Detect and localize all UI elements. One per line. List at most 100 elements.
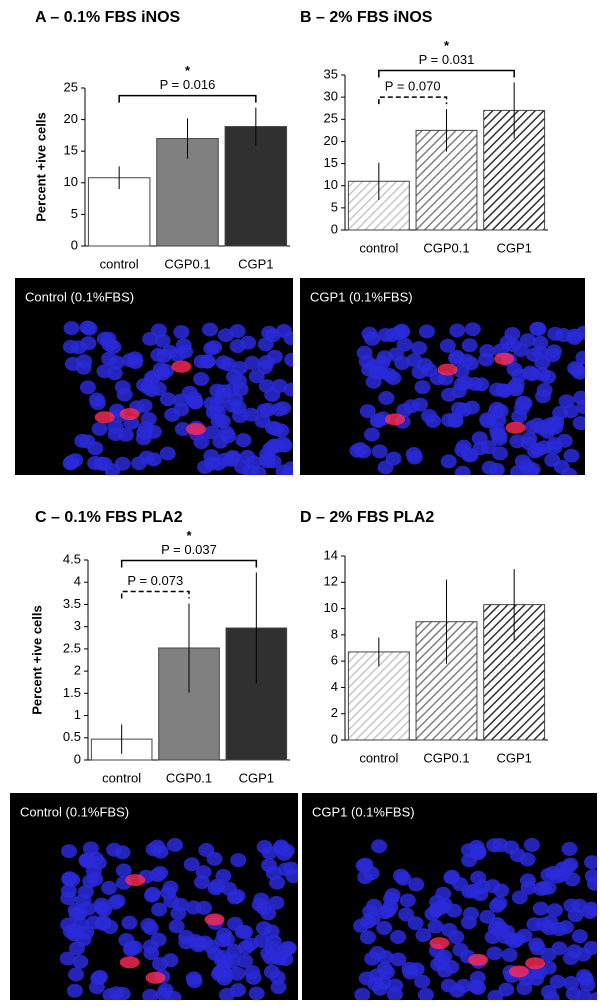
nucleus — [283, 382, 293, 397]
nucleus — [159, 446, 176, 461]
significance-bracket — [378, 69, 515, 78]
y-tick-label: 20 — [324, 133, 338, 148]
nucleus — [210, 413, 227, 428]
nucleus — [62, 339, 79, 354]
nucleus — [59, 951, 76, 966]
y-tick-label: 8 — [331, 626, 338, 641]
stain — [437, 363, 458, 376]
nucleus — [193, 354, 210, 369]
nucleus — [237, 940, 254, 955]
nucleus — [114, 456, 131, 471]
nucleus — [150, 347, 167, 362]
y-tick-label: 0 — [71, 237, 78, 252]
nucleus — [61, 844, 78, 859]
nucleus — [451, 401, 468, 416]
nucleus — [390, 930, 407, 945]
y-tick-label: 25 — [324, 111, 338, 126]
nucleus — [352, 442, 369, 457]
nucleus — [385, 451, 402, 466]
nucleus — [529, 941, 546, 956]
nucleus — [253, 892, 270, 907]
stain — [429, 937, 450, 950]
nucleus — [589, 992, 597, 1000]
x-tick-label: CGP1 — [496, 240, 531, 255]
x-tick-label: control — [100, 256, 139, 271]
y-tick-label: 25 — [64, 79, 78, 94]
micrograph: CGP1 (0.1%FBS) — [302, 793, 597, 1000]
nucleus — [502, 931, 519, 946]
nucleus — [358, 971, 375, 986]
nucleus — [218, 988, 235, 1000]
nucleus — [154, 366, 171, 381]
nucleus — [258, 379, 275, 394]
nucleus — [150, 323, 167, 338]
nucleus — [499, 335, 516, 350]
nucleus — [376, 961, 393, 976]
nucleus — [115, 863, 132, 878]
y-tick-label: 0 — [74, 751, 81, 766]
nucleus — [144, 888, 161, 903]
nucleus — [215, 355, 232, 370]
x-tick-label: control — [359, 240, 398, 255]
nucleus — [355, 858, 372, 873]
nucleus — [193, 372, 210, 387]
nucleus — [371, 839, 388, 854]
nucleus — [396, 337, 413, 352]
nucleus — [392, 868, 409, 883]
nucleus — [489, 382, 506, 397]
nucleus — [516, 981, 533, 996]
nucleus — [271, 378, 288, 393]
cells — [62, 320, 293, 475]
nucleus — [136, 425, 153, 440]
stain — [119, 956, 140, 969]
nucleus — [359, 404, 376, 419]
nucleus — [557, 920, 574, 935]
nucleus — [268, 895, 285, 910]
nucleus — [278, 843, 295, 858]
nucleus — [401, 961, 418, 976]
nucleus — [524, 420, 541, 435]
significance-star: * — [185, 63, 191, 78]
stain — [171, 360, 192, 373]
nucleus — [151, 902, 168, 917]
nucleus — [283, 331, 293, 346]
nucleus — [91, 421, 108, 436]
nucleus — [235, 433, 252, 448]
nucleus — [539, 424, 556, 439]
nucleus — [201, 322, 218, 337]
nucleus — [198, 843, 215, 858]
nucleus — [166, 837, 183, 852]
nucleus — [275, 401, 292, 416]
nucleus — [414, 974, 431, 989]
nucleus — [488, 898, 505, 913]
nucleus — [265, 934, 282, 949]
nucleus — [102, 920, 119, 935]
y-tick-label: 1 — [74, 707, 81, 722]
nucleus — [408, 877, 425, 892]
nucleus — [140, 918, 157, 933]
nucleus — [81, 321, 98, 336]
nucleus — [207, 881, 224, 896]
nucleus — [79, 434, 96, 449]
nucleus — [79, 852, 96, 867]
nucleus — [85, 915, 102, 930]
nucleus — [384, 888, 401, 903]
nucleus — [266, 349, 283, 364]
nucleus — [181, 385, 198, 400]
p-value: P = 0.073 — [127, 573, 183, 588]
significance-bracket — [120, 590, 190, 599]
nucleus — [255, 921, 272, 936]
p-value: P = 0.070 — [385, 79, 441, 94]
nucleus — [561, 841, 578, 856]
y-tick-label: 10 — [64, 174, 78, 189]
y-tick-label: 4 — [331, 679, 338, 694]
nucleus — [88, 392, 105, 407]
nucleus — [407, 916, 424, 931]
nucleus — [511, 890, 528, 905]
y-tick-label: 15 — [324, 155, 338, 170]
nucleus — [237, 953, 254, 968]
nucleus — [584, 855, 597, 870]
nucleus — [80, 336, 97, 351]
